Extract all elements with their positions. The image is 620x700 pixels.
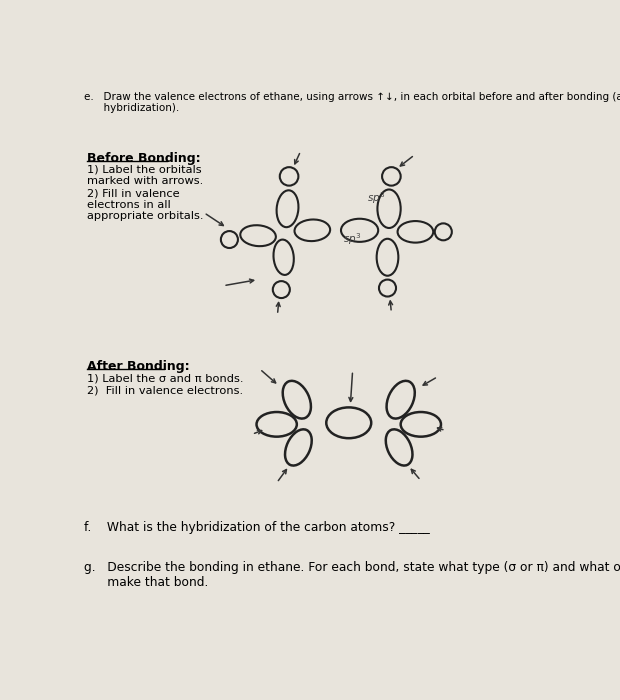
Text: $sp^3$: $sp^3$ [368,190,386,206]
Text: 1) Label the orbitals
marked with arrows.
2) Fill in valence
electrons in all
ap: 1) Label the orbitals marked with arrows… [87,165,203,221]
Text: $sp^3$: $sp^3$ [343,232,361,247]
Text: Before Bonding:: Before Bonding: [87,152,200,164]
Text: e.   Draw the valence electrons of ethane, using arrows ↑↓, in each orbital befo: e. Draw the valence electrons of ethane,… [84,92,620,113]
Text: g.   Describe the bonding in ethane. For each bond, state what type (σ or π) and: g. Describe the bonding in ethane. For e… [84,561,620,589]
Text: f.    What is the hybridization of the carbon atoms? _____: f. What is the hybridization of the carb… [84,522,430,534]
Text: 1) Label the σ and π bonds.
2)  Fill in valence electrons.: 1) Label the σ and π bonds. 2) Fill in v… [87,374,243,395]
Text: After Bonding:: After Bonding: [87,360,190,372]
